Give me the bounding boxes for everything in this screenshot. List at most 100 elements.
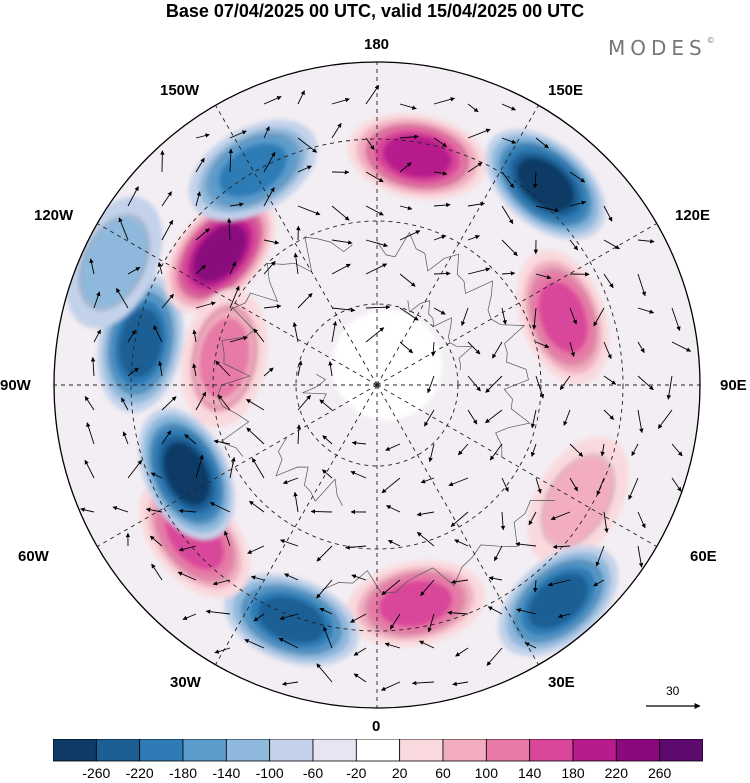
negative-anomaly-contour — [528, 573, 589, 629]
lon-label-60e: 60E — [690, 548, 717, 565]
wind-vector-arrow — [433, 171, 448, 176]
colorbar-tick-label: 220 — [604, 765, 629, 781]
wind-vector-arrow — [418, 640, 435, 649]
wind-vector-arrow — [593, 579, 605, 587]
colorbar-segment — [95, 739, 141, 762]
wind-vector-arrow — [153, 325, 163, 343]
wind-vector-arrow — [93, 291, 101, 309]
wind-vector-arrow — [195, 301, 216, 309]
wind-vector-arrow — [467, 341, 481, 355]
wind-vector-arrow — [350, 471, 367, 479]
wind-vector-arrow — [121, 397, 129, 411]
wind-vector-arrow — [281, 681, 299, 686]
wind-vector-arrow — [184, 434, 197, 445]
wind-vector-arrow — [637, 239, 655, 244]
contour-line — [367, 125, 468, 188]
lon-label-90w: 90W — [0, 377, 31, 394]
wind-vector-arrow — [433, 137, 447, 148]
wind-vector-arrow — [229, 261, 237, 275]
wind-vector-arrow — [552, 544, 571, 550]
negative-anomaly-contour — [516, 157, 575, 211]
wind-vector-arrow — [603, 273, 614, 289]
colorbar-tick-label: 20 — [391, 765, 408, 781]
wind-vector-arrow — [284, 573, 299, 581]
wind-vector-arrow — [628, 477, 639, 500]
wind-vector-arrow — [380, 681, 401, 691]
colorbar-segment — [53, 739, 97, 762]
wind-vector-arrow — [217, 394, 231, 411]
wind-vector-arrow — [637, 307, 655, 314]
wind-vector-arrow — [603, 205, 613, 222]
latitude-circle — [130, 138, 624, 632]
lon-label-180: 180 — [364, 36, 390, 53]
wind-vector-arrow — [399, 273, 416, 287]
wind-vector-arrow — [263, 126, 270, 139]
wind-vector-arrow — [399, 230, 421, 241]
wind-vector-arrow — [399, 341, 414, 354]
wind-vector-arrow — [229, 285, 240, 309]
wind-vector-arrow — [297, 360, 303, 377]
wind-vector-arrow — [600, 443, 605, 457]
wind-vector-arrow — [603, 239, 620, 250]
wind-vector-arrow — [454, 539, 469, 547]
wind-vectors — [80, 85, 692, 691]
wind-vector-arrow — [118, 217, 129, 241]
wind-vector-arrow — [603, 511, 609, 533]
wind-vector-arrow — [263, 151, 276, 173]
wind-vector-arrow — [195, 157, 205, 173]
contour-line — [365, 572, 466, 635]
wind-vector-arrow — [671, 477, 682, 492]
wind-vector-arrow — [515, 541, 537, 547]
wind-vector-arrow — [365, 137, 375, 151]
wind-vector-arrow — [319, 399, 333, 411]
wind-vector-arrow — [331, 122, 342, 139]
wind-vector-arrow — [161, 430, 172, 445]
wind-vector-arrow — [310, 509, 333, 514]
wind-vector-arrow — [224, 530, 231, 547]
colorbar-segment — [572, 739, 617, 762]
wind-vector-arrow — [637, 511, 646, 529]
wind-vector-arrow — [427, 613, 435, 633]
wind-vector-arrow — [593, 307, 605, 327]
lon-label-60w: 60W — [18, 548, 49, 565]
wind-vector-arrow — [161, 396, 177, 411]
wind-vector-arrow — [253, 613, 265, 622]
wind-vector-arrow — [316, 579, 333, 599]
wind-vector-arrow — [532, 171, 538, 189]
meridian-line — [376, 105, 539, 386]
wind-vector-arrow — [279, 539, 299, 547]
wind-vector-arrow — [244, 639, 265, 649]
wind-vector-arrow — [433, 271, 451, 276]
wind-vector-arrow — [127, 329, 136, 343]
wind-vector-arrow — [331, 205, 350, 221]
colorbar-segment — [485, 739, 531, 762]
colorbar — [53, 739, 703, 762]
wind-vector-arrow — [467, 128, 491, 139]
colorbar-tick-label: -20 — [346, 765, 367, 781]
wind-vector-arrow — [671, 341, 692, 352]
wind-vector-arrow — [385, 505, 401, 513]
wind-vector-arrow — [195, 133, 210, 139]
polar-cap — [332, 310, 442, 420]
wind-vector-arrow — [321, 469, 333, 479]
wind-vector-arrow — [263, 239, 280, 245]
wind-vector-arrow — [365, 327, 385, 343]
wind-vector-arrow — [161, 219, 174, 241]
colorbar-tick-label: -60 — [302, 765, 324, 781]
wind-vector-arrow — [427, 375, 435, 394]
wind-vector-arrow — [195, 391, 207, 411]
wind-vector-arrow — [569, 477, 578, 492]
coastline — [407, 300, 473, 371]
wind-vector-arrow — [127, 459, 143, 479]
contour-line — [243, 586, 340, 654]
wind-vector-arrow — [297, 137, 318, 153]
wind-vector-arrow — [420, 477, 435, 484]
wind-vector-arrow — [215, 360, 231, 377]
wind-vector-arrow — [493, 545, 503, 562]
wind-vector-arrow — [319, 607, 333, 615]
wind-vector-arrow — [263, 304, 282, 309]
colorbar-tick-label: -260 — [82, 765, 111, 781]
wind-vector-arrow — [631, 443, 639, 457]
wind-vector-arrow — [226, 218, 232, 241]
